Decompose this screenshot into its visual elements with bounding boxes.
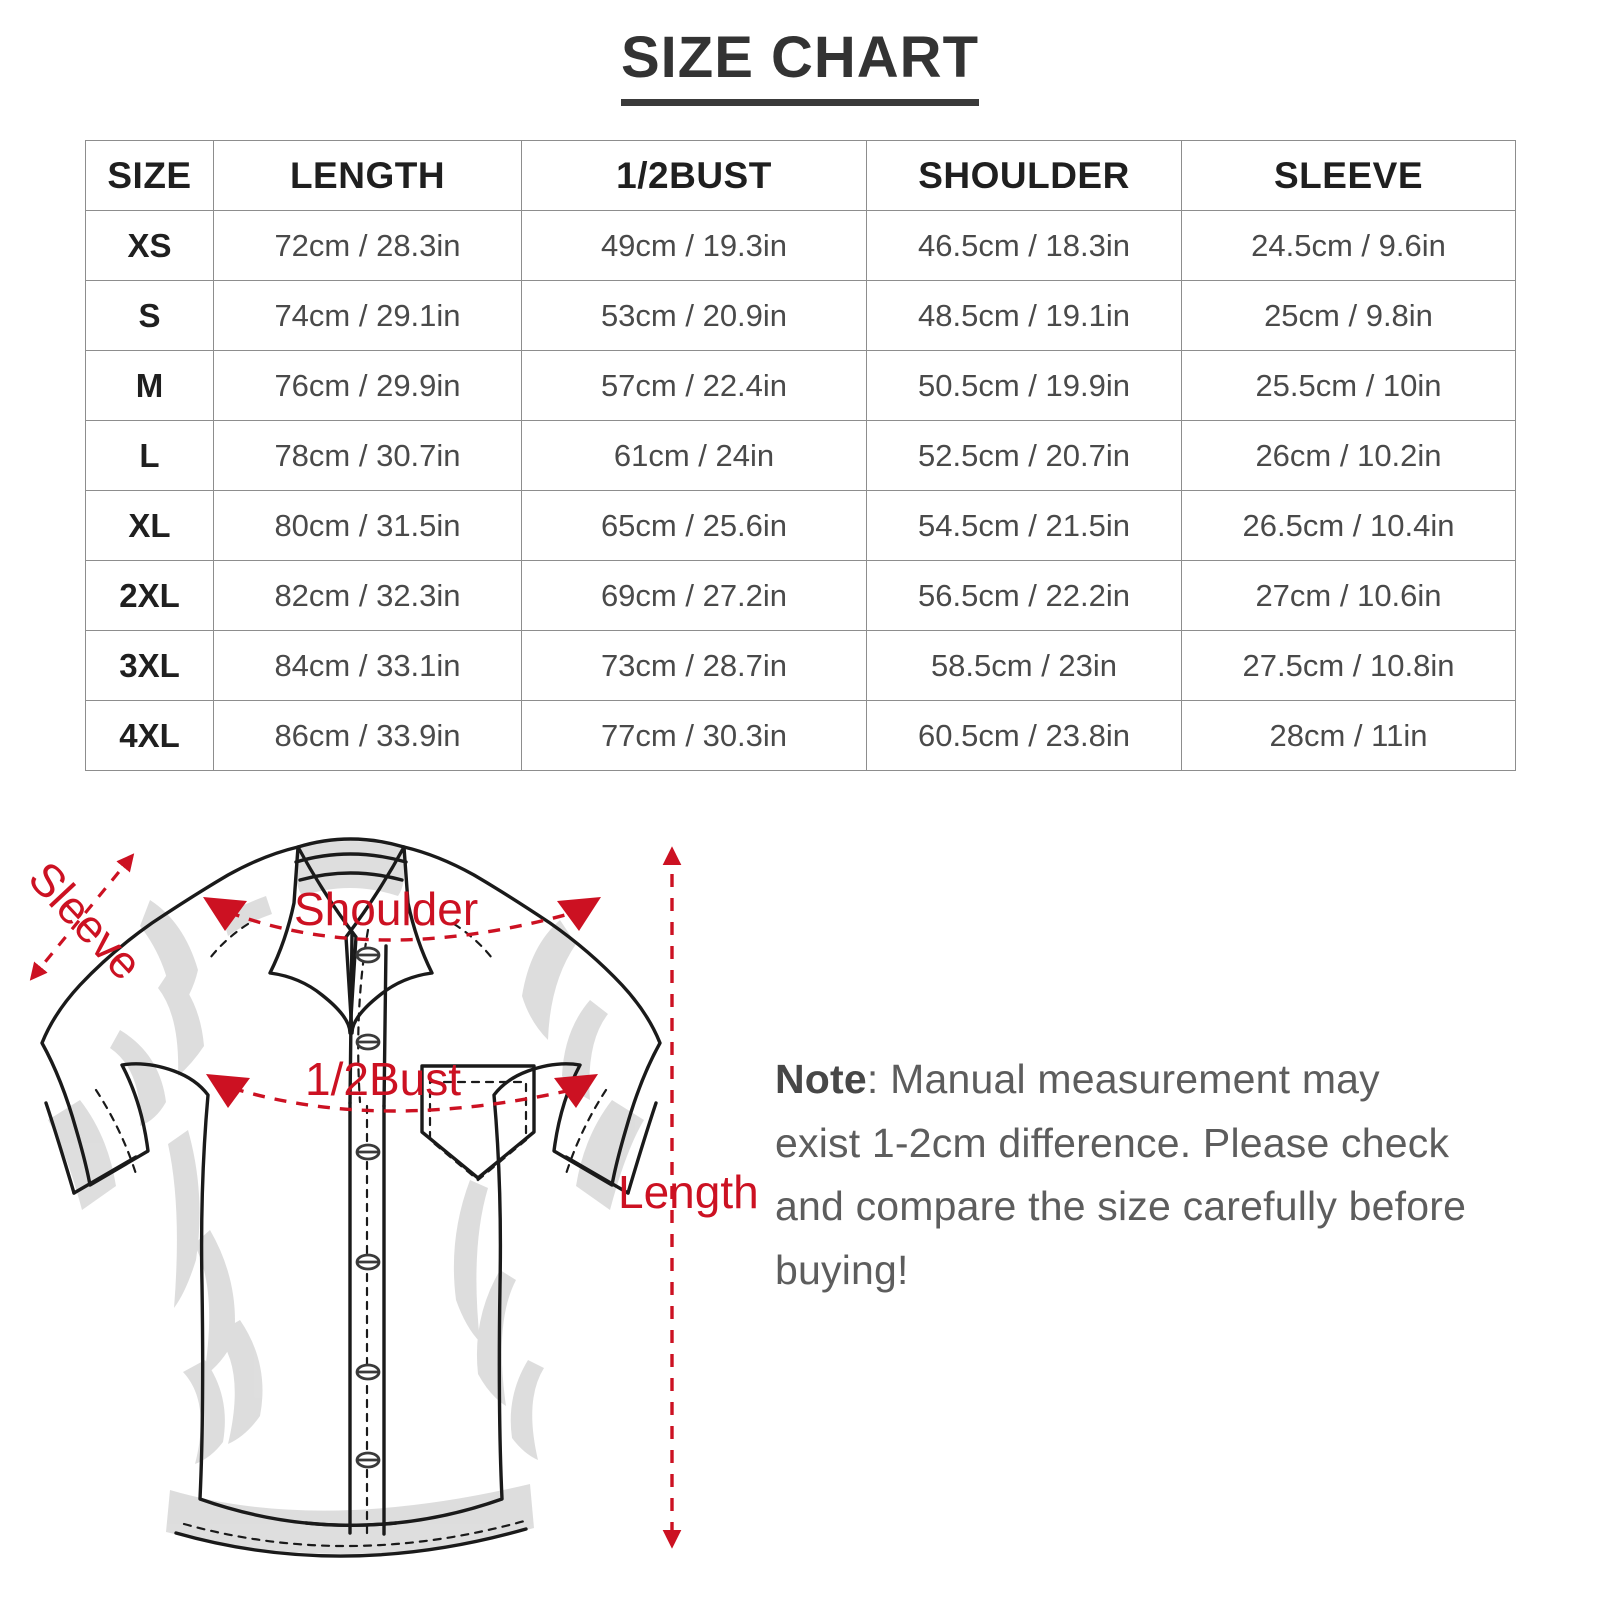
cell-sleeve: 27cm / 10.6in: [1181, 560, 1516, 631]
sleeve-measure-line: [29, 853, 135, 981]
cell-bust: 65cm / 25.6in: [521, 490, 867, 561]
cell-sleeve: 25cm / 9.8in: [1181, 280, 1516, 351]
table-row: 2XL 82cm / 32.3in 69cm / 27.2in 56.5cm /…: [85, 560, 1516, 631]
cell-length: 78cm / 30.7in: [213, 420, 522, 491]
cell-shoulder: 56.5cm / 22.2in: [866, 560, 1182, 631]
shoulder-measure-line: [227, 910, 577, 942]
cell-bust: 69cm / 27.2in: [521, 560, 867, 631]
cell-bust: 77cm / 30.3in: [521, 700, 867, 771]
table-row: 3XL 84cm / 33.1in 73cm / 28.7in 58.5cm /…: [85, 630, 1516, 701]
column-header-shoulder: SHOULDER: [866, 140, 1182, 211]
cell-sleeve: 25.5cm / 10in: [1181, 350, 1516, 421]
shoulder-arrow-heads: [203, 897, 601, 931]
column-header-bust: 1/2BUST: [521, 140, 867, 211]
cell-shoulder: 58.5cm / 23in: [866, 630, 1182, 701]
cell-size: M: [85, 350, 214, 421]
cell-length: 72cm / 28.3in: [213, 210, 522, 281]
shirt-button-slots: [357, 953, 379, 1462]
cell-shoulder: 60.5cm / 23.8in: [866, 700, 1182, 771]
cell-shoulder: 46.5cm / 18.3in: [866, 210, 1182, 281]
cell-size: L: [85, 420, 214, 491]
cell-size: 3XL: [85, 630, 214, 701]
cell-size: 2XL: [85, 560, 214, 631]
note-block: Note: Manual measurement may exist 1-2cm…: [775, 1048, 1475, 1302]
column-header-size: SIZE: [85, 140, 214, 211]
page-title-container: SIZE CHART: [0, 27, 1600, 106]
table-row: S 74cm / 29.1in 53cm / 20.9in 48.5cm / 1…: [85, 280, 1516, 351]
note-label: Note: [775, 1056, 867, 1102]
cell-length: 74cm / 29.1in: [213, 280, 522, 351]
cell-size: S: [85, 280, 214, 351]
bust-arrow-heads: [206, 1074, 598, 1108]
cell-bust: 61cm / 24in: [521, 420, 867, 491]
cell-length: 80cm / 31.5in: [213, 490, 522, 561]
cell-size: 4XL: [85, 700, 214, 771]
cell-sleeve: 26cm / 10.2in: [1181, 420, 1516, 491]
cell-sleeve: 24.5cm / 9.6in: [1181, 210, 1516, 281]
cell-shoulder: 54.5cm / 21.5in: [866, 490, 1182, 561]
table-row: 4XL 86cm / 33.9in 77cm / 30.3in 60.5cm /…: [85, 700, 1516, 771]
cell-size: XS: [85, 210, 214, 281]
cell-sleeve: 26.5cm / 10.4in: [1181, 490, 1516, 561]
cell-bust: 53cm / 20.9in: [521, 280, 867, 351]
cell-length: 82cm / 32.3in: [213, 560, 522, 631]
cell-sleeve: 28cm / 11in: [1181, 700, 1516, 771]
cell-shoulder: 48.5cm / 19.1in: [866, 280, 1182, 351]
size-chart-table: SIZE LENGTH 1/2BUST SHOULDER SLEEVE XS 7…: [85, 140, 1516, 771]
cell-bust: 73cm / 28.7in: [521, 630, 867, 701]
table-row: XS 72cm / 28.3in 49cm / 19.3in 46.5cm / …: [85, 210, 1516, 281]
column-header-sleeve: SLEEVE: [1181, 140, 1516, 211]
cell-shoulder: 52.5cm / 20.7in: [866, 420, 1182, 491]
cell-bust: 49cm / 19.3in: [521, 210, 867, 281]
cell-length: 86cm / 33.9in: [213, 700, 522, 771]
label-shoulder: Shoulder: [294, 883, 478, 935]
table-row: XL 80cm / 31.5in 65cm / 25.6in 54.5cm / …: [85, 490, 1516, 561]
shirt-outline: [40, 837, 662, 1558]
cell-size: XL: [85, 490, 214, 561]
cell-sleeve: 27.5cm / 10.8in: [1181, 630, 1516, 701]
label-bust: 1/2Bust: [305, 1053, 461, 1105]
page-title: SIZE CHART: [621, 27, 979, 106]
cell-length: 84cm / 33.1in: [213, 630, 522, 701]
bust-measure-line: [231, 1086, 581, 1113]
cell-shoulder: 50.5cm / 19.9in: [866, 350, 1182, 421]
table-row: M 76cm / 29.9in 57cm / 22.4in 50.5cm / 1…: [85, 350, 1516, 421]
table-row: L 78cm / 30.7in 61cm / 24in 52.5cm / 20.…: [85, 420, 1516, 491]
cell-length: 76cm / 29.9in: [213, 350, 522, 421]
shirt-measurement-diagram: Shoulder 1/2Bust Length Sleeve: [0, 800, 800, 1600]
table-header-row: SIZE LENGTH 1/2BUST SHOULDER SLEEVE: [85, 140, 1516, 211]
note-text: : Manual measurement may exist 1-2cm dif…: [775, 1056, 1467, 1293]
cell-bust: 57cm / 22.4in: [521, 350, 867, 421]
column-header-length: LENGTH: [213, 140, 522, 211]
label-sleeve: Sleeve: [19, 851, 153, 989]
label-length: Length: [618, 1166, 759, 1218]
